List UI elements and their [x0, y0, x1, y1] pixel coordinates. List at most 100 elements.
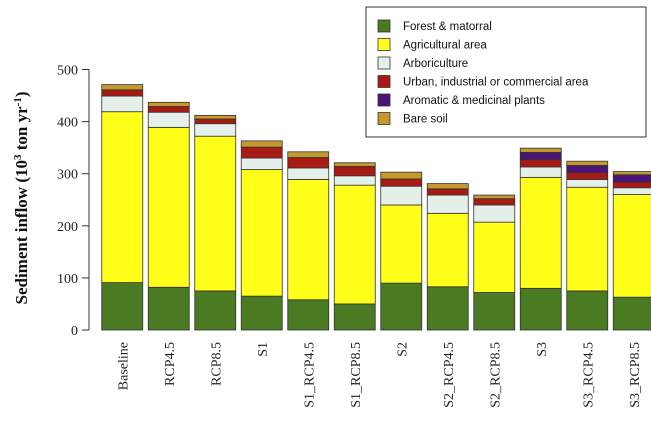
- bar-segment: [240, 146, 283, 159]
- bar-segment: [101, 89, 144, 97]
- bar-segment: [380, 178, 423, 187]
- bar-segment: [473, 204, 516, 223]
- legend-swatch: [377, 19, 391, 33]
- legend: Forest & matorral Agricultural area Arbori…: [365, 6, 647, 138]
- bar-stack: [473, 194, 516, 331]
- bar-stack: [380, 171, 423, 331]
- legend-swatch: [377, 56, 391, 70]
- bar-segment: [101, 84, 144, 91]
- y-axis-title: Sediment inflow (103 ton yr-1): [12, 91, 31, 304]
- bar-segment: [101, 282, 144, 331]
- x-tick-label: S3: [535, 342, 550, 357]
- y-axis-title-main: Sediment inflow (10: [12, 160, 31, 305]
- bar-segment: [426, 183, 469, 190]
- bar-segment: [612, 187, 651, 195]
- bar-segment: [566, 290, 609, 331]
- bar-segment: [426, 286, 469, 331]
- bar-segment: [147, 126, 190, 288]
- bar-segment: [287, 151, 330, 158]
- y-axis-title-sup1: 3: [12, 154, 24, 160]
- bar-stack: [147, 101, 190, 331]
- y-tick-label: 400: [57, 116, 78, 131]
- bar-segment: [147, 286, 190, 331]
- x-tick-label: S2_RCP8.5: [488, 342, 503, 408]
- bar-segment: [519, 176, 562, 289]
- bar-segment: [519, 151, 562, 161]
- x-tick-label: S2: [395, 342, 410, 357]
- bar-segment: [287, 157, 330, 169]
- y-tick-label: 500: [57, 64, 78, 79]
- bar-segment: [194, 123, 237, 137]
- bar-segment: [333, 175, 376, 186]
- bar-segment: [194, 135, 237, 292]
- bar-segment: [519, 159, 562, 168]
- x-tick-label: S1: [256, 342, 271, 357]
- bar-segment: [333, 303, 376, 331]
- bar-segment: [194, 114, 237, 120]
- x-tick-label: Baseline: [116, 342, 131, 390]
- bar-segment: [473, 221, 516, 293]
- bar-segment: [612, 296, 651, 331]
- x-tick-label: S1_RCP4.5: [302, 342, 317, 408]
- bar-segment: [566, 164, 609, 174]
- bar-segment: [473, 198, 516, 206]
- bar-stack: [519, 147, 562, 331]
- legend-swatch: [377, 93, 391, 107]
- x-tick-label: RCP4.5: [163, 342, 178, 386]
- bar-segment: [426, 194, 469, 214]
- bar-segment: [380, 282, 423, 331]
- legend-swatch: [377, 112, 391, 125]
- bar-segment: [287, 299, 330, 331]
- bar-segment: [240, 295, 283, 331]
- legend-box: [365, 6, 647, 138]
- bar-segment: [194, 118, 237, 125]
- bar-stack: [194, 114, 237, 331]
- legend-entry-label: Arboriculture: [403, 58, 468, 70]
- bar-segment: [566, 179, 609, 188]
- bar-segment: [147, 106, 190, 113]
- bar-segment: [240, 140, 283, 148]
- x-axis-labels: Baseline RCP4.5 RCP8.5 S1 S1_RCP4.5 S1_RCP8.5…: [116, 342, 643, 408]
- bar-stack: [333, 162, 376, 331]
- y-tick-label: 200: [57, 220, 78, 235]
- bar-segment: [519, 287, 562, 331]
- y-tick-label: 300: [57, 168, 78, 183]
- svg-text:Sediment inflow (103 ton yr-1): Sediment inflow (103 ton yr-1): [12, 91, 31, 304]
- bar-stack: [240, 140, 283, 331]
- x-tick-label: S1_RCP8.5: [349, 342, 364, 408]
- bar-segment: [147, 101, 190, 107]
- bar-stack: [612, 171, 651, 331]
- bar-segment: [612, 174, 651, 183]
- bar-segment: [380, 185, 423, 206]
- bar-segment: [612, 181, 651, 189]
- bar-segment: [519, 166, 562, 178]
- bar-segment: [612, 194, 651, 298]
- legend-entry-label: Bare soil: [403, 114, 448, 126]
- bar-segment: [426, 212, 469, 288]
- bar-stack: [101, 84, 144, 331]
- bar-segment: [426, 188, 469, 196]
- legend-swatch: [377, 75, 391, 88]
- bar-segment: [380, 204, 423, 284]
- x-tick-label: S3_RCP4.5: [581, 342, 596, 408]
- legend-entry-label: Forest & matorral: [403, 21, 492, 33]
- x-tick-label: RCP8.5: [209, 342, 224, 386]
- bar-segment: [473, 194, 516, 200]
- legend-swatch: [377, 38, 391, 51]
- bar-segment: [566, 160, 609, 166]
- y-tick-label: 100: [57, 272, 78, 287]
- bar-segment: [333, 184, 376, 305]
- bar-segment: [566, 172, 609, 180]
- bar-segment: [147, 111, 190, 128]
- bar-segment: [101, 95, 144, 113]
- bar-segment: [380, 171, 423, 180]
- bar-segment: [240, 169, 283, 297]
- bar-segment: [519, 147, 562, 153]
- bar-segment: [287, 167, 330, 180]
- y-axis-title-mid: ton yr: [12, 106, 31, 155]
- bar-segment: [240, 157, 283, 170]
- legend-entry-label: Urban, industrial or commercial area: [403, 77, 589, 89]
- y-tick-label: 0: [71, 324, 78, 339]
- legend-entry-label: Aromatic & medicinal plants: [403, 95, 545, 107]
